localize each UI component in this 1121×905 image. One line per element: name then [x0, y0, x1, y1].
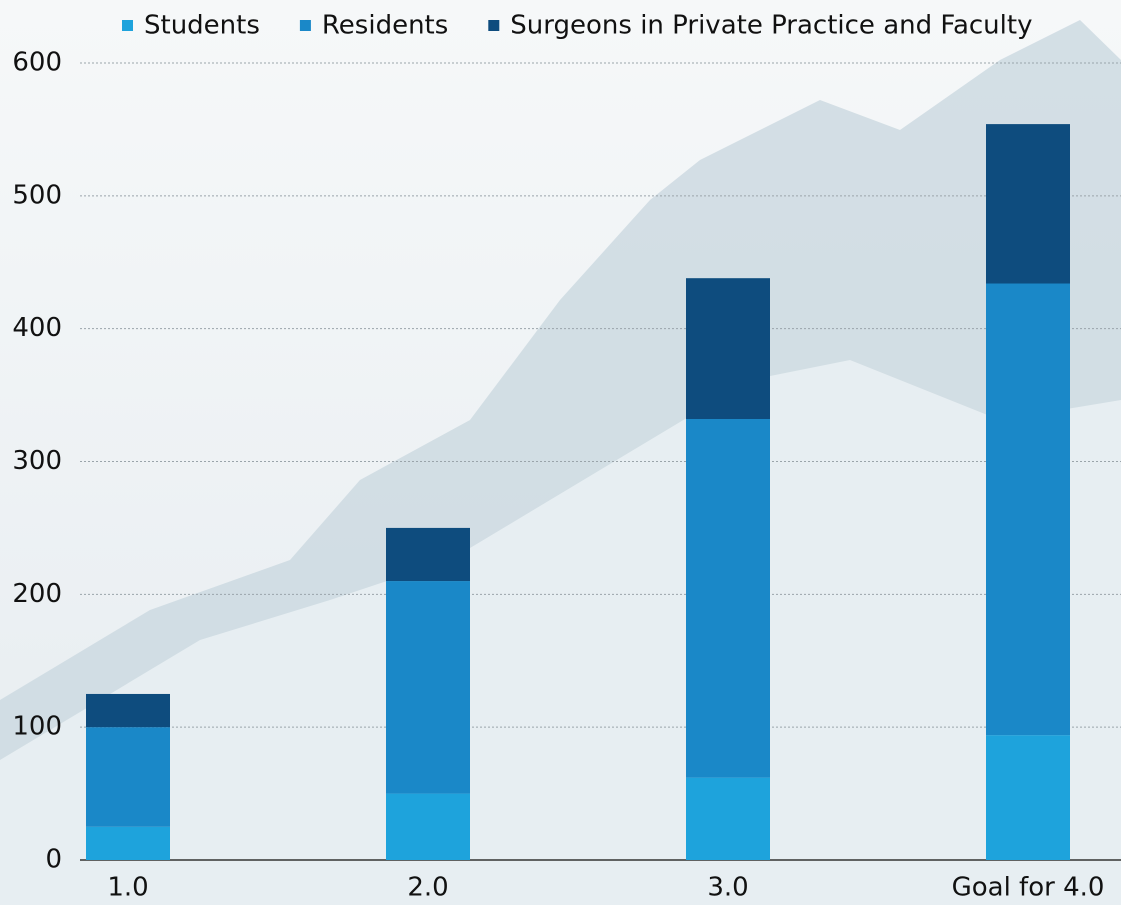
- bar-segment: [86, 693, 170, 728]
- bar-segment: [686, 418, 770, 778]
- legend-label: Students: [144, 11, 260, 41]
- legend-label: Surgeons in Private Practice and Faculty: [510, 11, 1032, 41]
- y-tick-label: 0: [45, 845, 62, 875]
- legend-swatch: [122, 20, 133, 31]
- x-tick-label: 3.0: [707, 873, 748, 903]
- legend-swatch: [299, 20, 311, 31]
- legend-swatch: [488, 20, 500, 31]
- bar-segment: [386, 581, 470, 794]
- bar-segment: [386, 527, 470, 582]
- y-tick-label: 500: [12, 180, 62, 210]
- y-tick-label: 400: [12, 313, 62, 343]
- bar-segment: [986, 124, 1070, 284]
- x-tick-label: Goal for 4.0: [952, 873, 1105, 903]
- y-tick-label: 300: [12, 446, 62, 476]
- bar-segment: [686, 777, 770, 860]
- bar-segment: [986, 735, 1070, 860]
- x-tick-label: 2.0: [407, 873, 448, 903]
- bar-segment: [386, 793, 470, 860]
- y-tick-label: 200: [12, 579, 62, 609]
- bar-segment: [986, 283, 1070, 736]
- bar-segment: [86, 727, 170, 827]
- y-tick-label: 100: [12, 712, 62, 742]
- bar-segment: [86, 826, 170, 860]
- x-tick-label: 1.0: [107, 873, 148, 903]
- y-tick-label: 600: [12, 48, 62, 78]
- legend-label: Residents: [322, 11, 448, 41]
- mountain-snow: [0, 360, 1121, 905]
- bar-segment: [686, 278, 770, 419]
